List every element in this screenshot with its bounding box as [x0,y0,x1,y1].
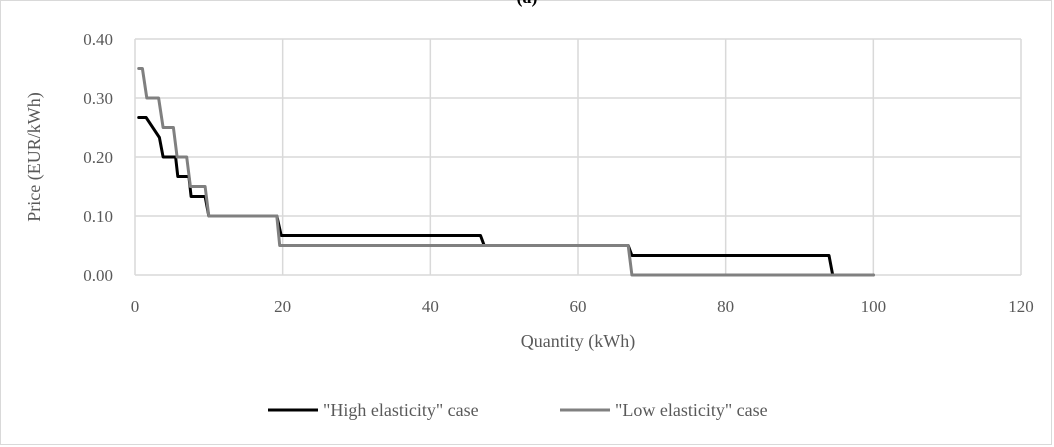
y-tick-label: 0.00 [83,266,113,285]
legend-label: "Low elasticity" case [615,400,768,420]
x-tick-label: 40 [422,297,439,316]
legend: "High elasticity" case "Low elasticity" c… [268,400,768,420]
y-axis-title: Price (EUR/kWh) [24,92,45,221]
x-tick-label: 0 [131,297,140,316]
series-line [137,67,875,277]
y-tick-label: 0.20 [83,148,113,167]
x-tick-label: 20 [274,297,291,316]
x-tick-label: 60 [570,297,587,316]
legend-label: "High elasticity" case [323,400,479,420]
y-tick-label: 0.10 [83,207,113,226]
y-tick-label: 0.30 [83,89,113,108]
y-tick-label: 0.40 [83,30,113,49]
x-tick-label: 100 [861,297,887,316]
panel-label: (a) [0,0,1054,8]
x-tick-label: 80 [717,297,734,316]
x-axis-title: Quantity (kWh) [521,331,635,352]
x-tick-label: 120 [1008,297,1034,316]
series-line [137,116,875,277]
